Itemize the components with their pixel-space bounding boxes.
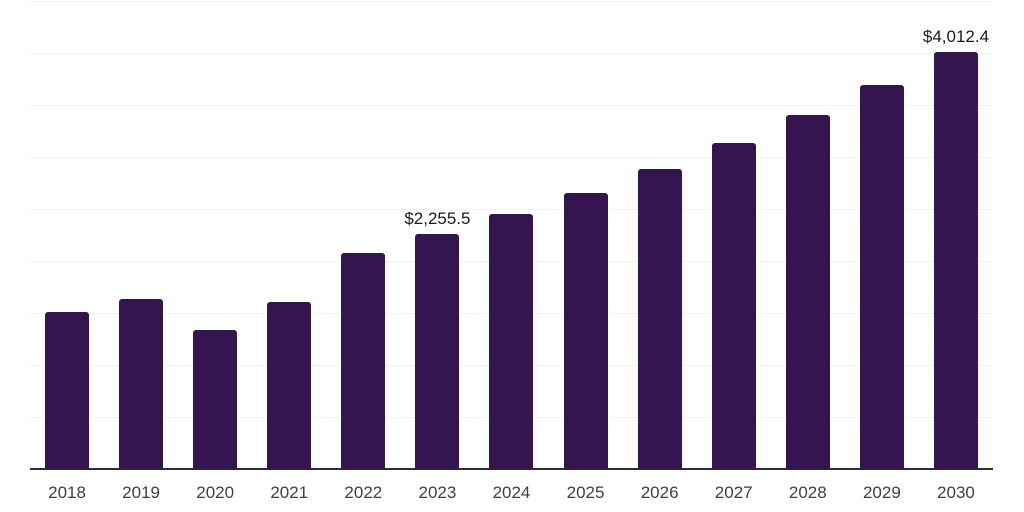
bar-2030: [933, 51, 978, 469]
bar-slot: [252, 1, 326, 469]
x-tick-label: 2020: [196, 483, 235, 502]
bar-2028: [785, 115, 830, 469]
bar-2027: [711, 143, 756, 469]
bar-2026: [637, 168, 682, 469]
gridline: [30, 209, 993, 210]
x-tick-label: 2018: [48, 483, 86, 502]
x-tick-label: 2022: [344, 483, 383, 502]
bar-2021: [267, 302, 312, 469]
bar-slot: [326, 1, 400, 469]
bar-slot: [30, 1, 104, 469]
x-axis-line: [30, 468, 993, 470]
x-tick-label: 2027: [714, 483, 753, 502]
bar-slot: $4,012.4: [919, 1, 993, 469]
bar-slot: [474, 1, 548, 469]
x-axis: 2018 2019 2020 2021 2022 2023 2024 2025 2026 2027…: [30, 483, 993, 507]
x-tick-label: 2021: [270, 483, 309, 502]
gridline: [30, 105, 993, 106]
plot-area: $2,255.5 $4,012.4: [30, 1, 993, 470]
x-tick-label: 2030: [937, 483, 975, 502]
bar-2029: [859, 84, 904, 469]
bar-2020: [193, 329, 238, 469]
x-tick-label: 2028: [788, 483, 827, 502]
bar-value-label: $4,012.4: [922, 26, 990, 46]
gridline: [30, 53, 993, 54]
bar-slot: [623, 1, 697, 469]
x-tick-label: 2029: [862, 483, 901, 502]
bar-2019: [119, 299, 164, 469]
x-tick-label: 2025: [566, 483, 605, 502]
x-tick-label: 2019: [122, 483, 160, 502]
bar-value-label: $2,255.5: [404, 209, 471, 229]
bar-slot: [697, 1, 771, 469]
bar-2023: [415, 234, 460, 469]
gridline: [30, 157, 993, 158]
bar-slot: $2,255.5: [400, 1, 474, 469]
x-tick-label: 2024: [492, 483, 531, 502]
x-tick-label: 2026: [640, 483, 679, 502]
bar-2025: [563, 192, 608, 469]
x-tick-label: 2023: [418, 483, 457, 502]
gridline: [30, 1, 993, 2]
bar-2018: [45, 312, 90, 469]
bar-2024: [489, 214, 534, 469]
bar-slot: [845, 1, 919, 469]
bar-slot: [549, 1, 623, 469]
bar-slot: [104, 1, 178, 469]
bar-2022: [341, 253, 386, 469]
bar-slot: [178, 1, 252, 469]
bar-slot: [771, 1, 845, 469]
